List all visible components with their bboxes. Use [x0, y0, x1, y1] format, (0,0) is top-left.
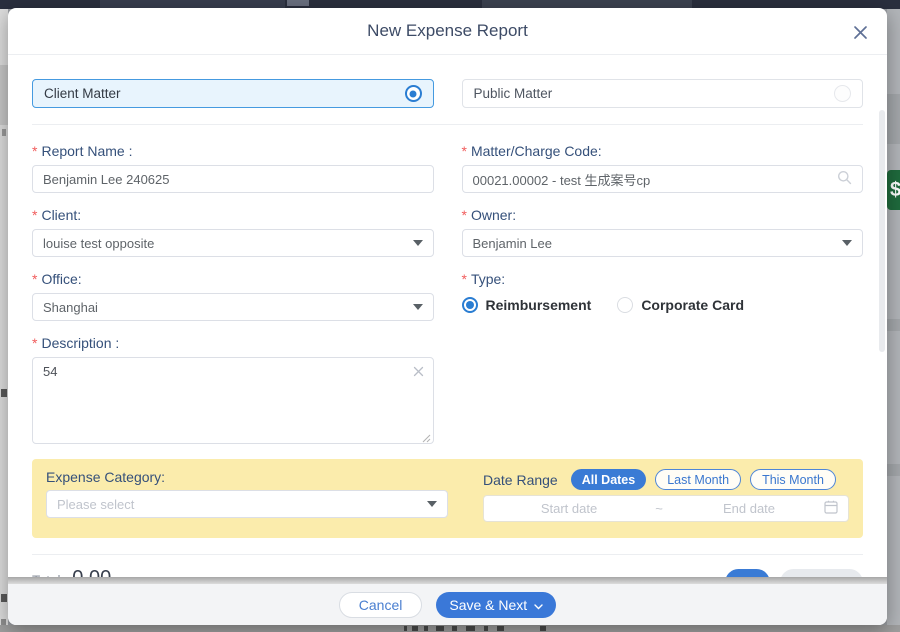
section-divider [32, 124, 863, 125]
calendar-icon [824, 500, 838, 517]
chevron-down-icon [842, 240, 852, 246]
background-page-bottom-edge [0, 625, 900, 632]
dialog-body: Client Matter Public Matter * Report Name… [8, 55, 887, 596]
type-label: Type: [470, 271, 506, 287]
radio-selected-icon [404, 85, 422, 102]
date-range-input[interactable]: Start date ~ End date [483, 495, 849, 522]
client-matter-option[interactable]: Client Matter [32, 79, 434, 108]
this-month-pill[interactable]: This Month [750, 469, 836, 490]
report-name-label: Report Name : [41, 143, 133, 159]
description-textarea[interactable]: 54 [32, 357, 434, 444]
close-icon[interactable] [849, 21, 871, 43]
resize-grip-icon[interactable] [421, 431, 431, 443]
start-date-placeholder: Start date [540, 501, 598, 516]
owner-select[interactable]: Benjamin Lee [461, 229, 863, 257]
client-matter-label: Client Matter [44, 86, 121, 101]
all-dates-pill[interactable]: All Dates [570, 469, 647, 490]
background-page-right-sliver: $ [887, 9, 900, 627]
matter-code-label: Matter/Charge Code: [470, 143, 602, 159]
office-label: Office: [41, 271, 82, 287]
dialog-header: New Expense Report [8, 8, 887, 55]
date-range-label: Date Range [483, 471, 558, 488]
matter-type-selector: Client Matter Public Matter [32, 79, 863, 108]
owner-field: * Owner: Benjamin Lee [461, 207, 863, 257]
search-icon [837, 170, 852, 188]
radio-unselected-icon [617, 297, 634, 313]
owner-label: Owner: [470, 207, 517, 223]
type-field: * Type: Reimbursement Corporate Card [461, 271, 744, 313]
dialog-title: New Expense Report [367, 21, 528, 40]
background-tab-segment [482, 0, 692, 9]
client-field: * Client: louise test opposite [32, 207, 434, 257]
matter-code-input[interactable]: 00021.00002 - test 生成案号cp [461, 165, 863, 193]
report-name-input[interactable]: Benjamin Lee 240625 [32, 165, 434, 193]
background-page-left-sliver [0, 9, 8, 627]
reimbursement-radio[interactable]: Reimbursement [461, 297, 591, 313]
modal-scrollbar[interactable] [879, 110, 885, 352]
background-top-bar [0, 0, 900, 9]
end-date-placeholder: End date [722, 501, 776, 516]
section-divider [32, 554, 863, 555]
client-select[interactable]: louise test opposite [32, 229, 434, 257]
description-field: * Description : 54 [32, 335, 434, 444]
expense-category-label: Expense Category: [46, 469, 166, 485]
office-select[interactable]: Shanghai [32, 293, 434, 321]
save-next-button[interactable]: Save & Next [436, 591, 557, 618]
radio-selected-icon [461, 297, 478, 313]
background-tab-segment [100, 0, 285, 9]
new-expense-report-dialog: New Expense Report Client Matter Public … [8, 8, 887, 625]
report-name-field: * Report Name : Benjamin Lee 240625 [32, 143, 434, 193]
currency-badge-icon: $ [887, 170, 900, 210]
radio-unselected-icon [834, 85, 851, 102]
expense-filter-panel: Expense Category: Please select Date Ran… [32, 459, 863, 538]
last-month-pill[interactable]: Last Month [655, 469, 742, 490]
matter-code-field: * Matter/Charge Code: 00021.00002 - test … [461, 143, 863, 193]
expense-category-select[interactable]: Please select [46, 490, 448, 518]
clear-icon[interactable] [413, 365, 424, 380]
public-matter-label: Public Matter [473, 86, 553, 101]
chevron-down-icon [412, 304, 423, 310]
corporate-card-radio[interactable]: Corporate Card [617, 297, 744, 313]
chevron-down-icon [412, 240, 423, 246]
cancel-button[interactable]: Cancel [338, 591, 423, 618]
client-label: Client: [41, 207, 82, 223]
background-tab-segment [287, 0, 309, 6]
public-matter-option[interactable]: Public Matter [461, 79, 863, 108]
office-field: * Office: Shanghai [32, 271, 434, 321]
dialog-footer: Cancel Save & Next [8, 584, 887, 625]
description-label: Description : [41, 335, 120, 351]
chevron-down-icon [534, 597, 543, 613]
chevron-down-icon [427, 501, 437, 507]
footer-shadow [8, 577, 887, 584]
